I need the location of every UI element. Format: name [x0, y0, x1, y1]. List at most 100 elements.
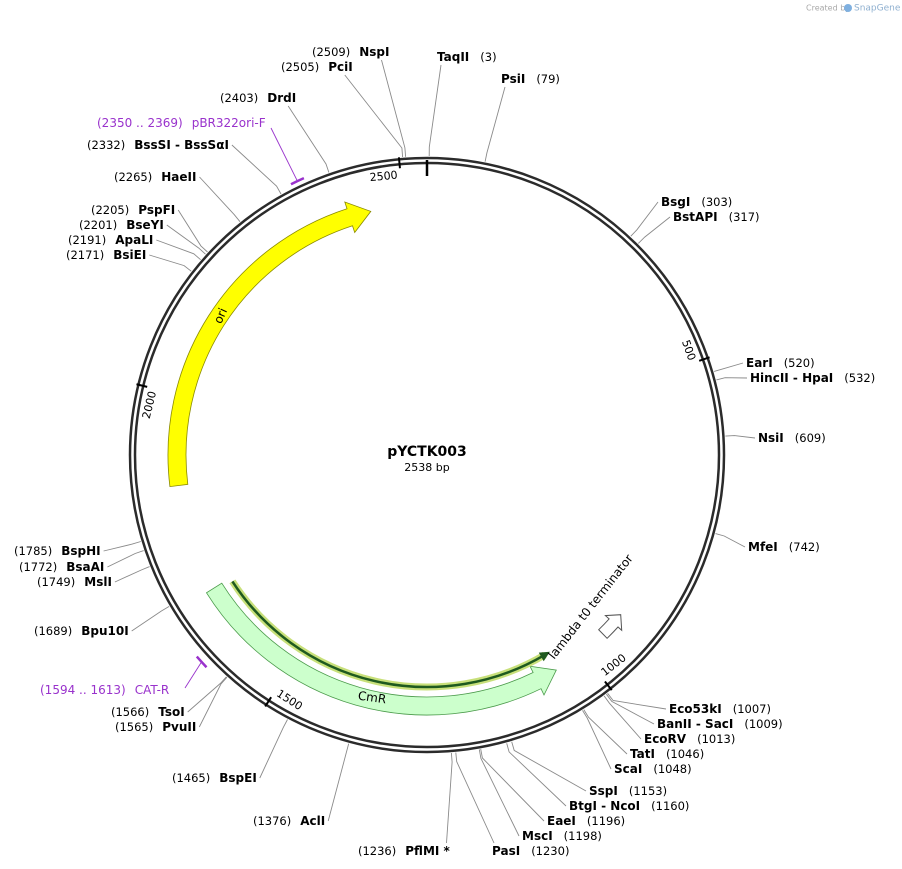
- primer-mark: [290, 176, 305, 186]
- ruler-label: 500: [679, 338, 698, 362]
- site-name: BsaAI: [66, 560, 104, 574]
- site-label: (2205) PspFI: [91, 203, 175, 217]
- site-label: NsiI (609): [758, 431, 826, 445]
- site-name: PasI: [492, 844, 520, 858]
- site-label: (2171) BsiEI: [66, 248, 146, 262]
- orf-line: [231, 580, 546, 689]
- site-name: EaeI: [547, 814, 576, 828]
- site-name: TatI: [630, 747, 655, 761]
- site-position: (1689): [34, 624, 72, 638]
- site-name: TaqII: [437, 50, 469, 64]
- site-leader: [187, 676, 227, 713]
- site-label: (1785) BspHI: [14, 544, 101, 558]
- site-name: BstAPI: [673, 210, 718, 224]
- site-position: (1048): [653, 762, 691, 776]
- site-position: (2332): [87, 138, 125, 152]
- site-leader: [149, 254, 192, 272]
- site-position: (1566): [111, 705, 149, 719]
- site-leader: [606, 693, 655, 725]
- primer-leader: [184, 661, 202, 689]
- site-name: BtgI - NcoI: [569, 799, 640, 813]
- site-position: (532): [844, 371, 875, 385]
- primer-label: (1594 .. 1613) CAT-R: [40, 683, 169, 697]
- site-label: (1689) Bpu10I: [34, 624, 129, 638]
- site-label: MscI (1198): [522, 829, 602, 843]
- site-position: (1046): [666, 747, 704, 761]
- site-label: ScaI (1048): [614, 762, 692, 776]
- site-leader: [287, 105, 330, 173]
- site-name: PsiI: [501, 72, 525, 86]
- ruler-label: 1000: [599, 651, 629, 679]
- site-label: SspI (1153): [589, 784, 667, 798]
- site-leader: [607, 693, 667, 710]
- plasmid-size: 2538 bp: [404, 461, 449, 474]
- site-position: (3): [480, 50, 496, 64]
- site-leader: [630, 201, 659, 237]
- site-leader: [715, 533, 746, 548]
- site-name: MfeI: [748, 540, 778, 554]
- site-name: MslI: [84, 575, 112, 589]
- site-position: (2505): [281, 60, 319, 74]
- site-leader: [716, 377, 748, 381]
- site-label: (1565) PvuII: [115, 720, 196, 734]
- site-leader: [713, 362, 744, 372]
- site-name: BssSI - BssSαI: [134, 138, 229, 152]
- site-label: Eco53kI (1007): [669, 702, 771, 716]
- site-name: HaeII: [161, 170, 196, 184]
- feature-cmr: [205, 582, 557, 716]
- site-position: (1230): [531, 844, 569, 858]
- ruler-tick: [698, 356, 710, 362]
- site-name: PspFI: [138, 203, 175, 217]
- site-position: (2403): [220, 91, 258, 105]
- site-name: BspEI: [219, 771, 257, 785]
- site-leader: [428, 64, 442, 157]
- ruler-tick: [397, 157, 401, 169]
- site-name: BseYI: [126, 218, 164, 232]
- site-position: (79): [536, 72, 560, 86]
- primer-mark: [195, 655, 208, 669]
- site-leader: [603, 695, 642, 740]
- orf-head: [538, 651, 550, 662]
- site-leader: [583, 709, 628, 755]
- site-position: (2509): [312, 45, 350, 59]
- site-label: MfeI (742): [748, 540, 820, 554]
- site-label: (2332) BssSI - BssSαI: [87, 138, 229, 152]
- site-label: BanII - SacI (1009): [657, 717, 783, 731]
- site-name: BspHI: [61, 544, 100, 558]
- site-position: (1196): [587, 814, 625, 828]
- site-leader: [199, 176, 241, 222]
- site-name: SspI: [589, 784, 618, 798]
- site-name: EcoRV: [644, 732, 687, 746]
- site-label: (2509) NspI: [312, 45, 390, 59]
- site-leader: [446, 752, 453, 844]
- site-label: (1566) TsoI: [111, 705, 185, 719]
- site-position: (520): [784, 356, 815, 370]
- site-position: (1153): [629, 784, 667, 798]
- site-leader: [327, 743, 350, 822]
- site-name: MscI: [522, 829, 553, 843]
- site-leader: [381, 59, 407, 157]
- primer-name: CAT-R: [135, 683, 170, 697]
- site-leader: [344, 74, 404, 158]
- site-leader: [166, 224, 206, 255]
- site-position: (1198): [564, 829, 602, 843]
- ruler-tick: [136, 383, 148, 388]
- site-leader: [506, 743, 567, 807]
- site-name: PciI: [328, 60, 353, 74]
- site-label: PsiI (79): [501, 72, 560, 86]
- site-leader: [198, 676, 228, 728]
- site-position: (1009): [744, 717, 782, 731]
- primer-label: (2350 .. 2369) pBR322ori-F: [97, 116, 266, 130]
- primer-name: pBR322ori-F: [192, 116, 266, 130]
- plasmid-name: pYCTK003: [387, 444, 467, 460]
- site-label: BtgI - NcoI (1160): [569, 799, 689, 813]
- site-leader: [511, 741, 587, 792]
- site-label: TatI (1046): [630, 747, 704, 761]
- credit-prefix: Created by: [806, 4, 850, 13]
- site-position: (742): [789, 540, 820, 554]
- site-position: (2171): [66, 248, 104, 262]
- site-label: (1376) AclI: [253, 814, 325, 828]
- site-position: (1236): [358, 844, 396, 858]
- site-name: ApaLI: [115, 233, 153, 247]
